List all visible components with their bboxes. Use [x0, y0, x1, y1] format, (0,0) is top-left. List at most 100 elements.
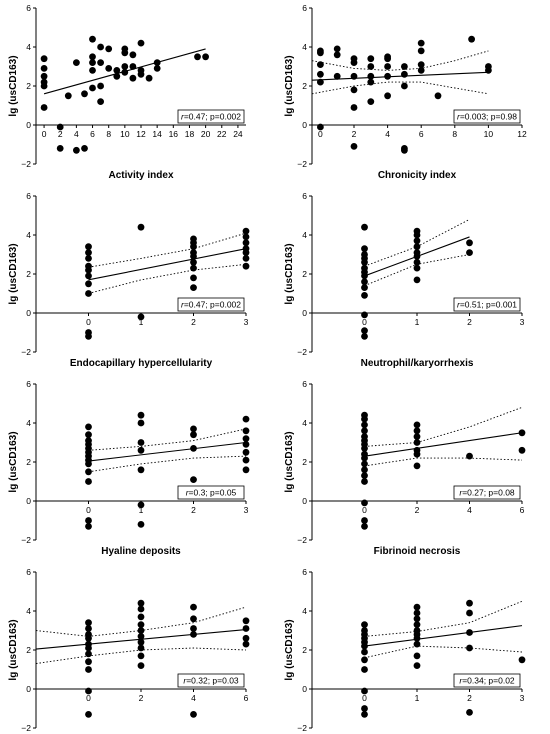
- x-tick-label: 4: [385, 129, 390, 139]
- ci-lower-line: [364, 457, 523, 467]
- data-point: [137, 39, 145, 47]
- data-point: [40, 104, 48, 111]
- regression-line: [88, 248, 247, 281]
- panel-4: −2 0 2 4 6 0 1 2 3r=0.51; p=0.001 lg (usCD163) Neu…: [284, 191, 525, 369]
- x-tick-label: 4: [191, 693, 196, 703]
- x-tick-label: 12: [517, 129, 527, 139]
- data-point: [350, 143, 358, 150]
- y-tick-label: 4: [302, 606, 307, 616]
- data-point: [242, 415, 250, 423]
- data-point: [137, 633, 145, 640]
- data-point: [190, 249, 197, 256]
- data-point: [194, 53, 201, 61]
- data-point: [242, 233, 250, 241]
- data-point: [417, 39, 425, 47]
- data-point: [413, 421, 421, 429]
- data-point: [85, 687, 92, 695]
- x-tick-label: 14: [152, 129, 162, 139]
- data-point: [137, 411, 145, 419]
- y-axis-title: lg (usCD163): [284, 619, 295, 680]
- data-point: [413, 227, 421, 235]
- data-point: [417, 47, 425, 55]
- stat-label: r=0.003; p=0.98: [457, 112, 517, 122]
- stat-box: [177, 297, 245, 312]
- data-point: [401, 145, 408, 152]
- data-point: [85, 619, 92, 627]
- x-tick-label: 20: [201, 129, 211, 139]
- panel-6: −2 0 2 4 6 0 2 4 6 r=0.27; p=0.08 lg (usCD163) Fibr…: [284, 379, 526, 557]
- data-point: [466, 239, 473, 247]
- data-point: [85, 631, 92, 638]
- data-point: [485, 63, 492, 70]
- stat-label: r=0.27; p=0.08: [459, 488, 515, 498]
- data-point: [85, 517, 92, 524]
- data-point: [367, 78, 375, 86]
- data-point: [190, 274, 197, 282]
- x-tick-label: 0: [86, 505, 91, 515]
- data-point: [85, 711, 92, 718]
- data-point: [413, 249, 421, 256]
- stat-label: r=0.47; p=0.002: [181, 300, 241, 310]
- x-tick-label: 3: [244, 317, 249, 327]
- data-point: [190, 476, 197, 483]
- x-tick-label: 2: [191, 505, 196, 515]
- x-tick-label: 0: [318, 129, 323, 139]
- data-point: [153, 65, 161, 72]
- data-point: [81, 90, 88, 98]
- y-axis-title: lg (usCD163): [284, 431, 295, 492]
- data-point: [518, 446, 526, 454]
- data-point: [413, 462, 421, 470]
- y-tick-label: 2: [302, 269, 307, 279]
- y-tick-label: 4: [26, 42, 31, 52]
- data-point: [137, 419, 145, 427]
- data-point: [413, 609, 421, 617]
- data-point: [384, 92, 391, 100]
- x-tick-label: 2: [58, 129, 63, 139]
- data-point: [468, 35, 475, 43]
- y-tick-label: 2: [302, 645, 307, 655]
- y-tick-label: −2: [297, 535, 307, 545]
- x-tick-label: 12: [136, 129, 146, 139]
- data-point: [190, 258, 197, 266]
- data-point: [242, 640, 250, 648]
- stat-label: r=0.47; p=0.002: [181, 112, 241, 122]
- data-point: [85, 625, 92, 632]
- data-point: [367, 63, 375, 70]
- y-axis-title: lg (usCD163): [8, 619, 19, 680]
- x-axis-title: Fibrinoid necrosis: [374, 546, 461, 557]
- x-tick-label: 0: [362, 505, 367, 515]
- data-point: [317, 123, 324, 131]
- data-point: [105, 45, 113, 53]
- ci-upper-line: [311, 50, 489, 71]
- data-point: [361, 627, 368, 634]
- data-point: [56, 123, 64, 131]
- data-point: [81, 145, 88, 152]
- data-point: [97, 98, 104, 105]
- x-tick-label: 8: [452, 129, 457, 139]
- x-tick-label: 10: [120, 129, 130, 139]
- data-point: [137, 501, 145, 509]
- data-point: [361, 466, 368, 474]
- y-tick-label: 0: [26, 684, 31, 694]
- data-point: [361, 223, 368, 231]
- data-point: [56, 145, 64, 152]
- x-tick-label: 22: [217, 129, 227, 139]
- regression-line: [311, 71, 489, 81]
- x-axis-title: Neutrophil/karyorrhexis: [361, 358, 474, 369]
- data-point: [97, 43, 104, 51]
- y-tick-label: −2: [21, 723, 31, 733]
- y-tick-label: 0: [302, 120, 307, 130]
- data-point: [361, 472, 368, 479]
- y-tick-label: 4: [26, 418, 31, 428]
- ci-upper-line: [364, 406, 523, 447]
- y-tick-label: 0: [302, 684, 307, 694]
- data-point: [137, 621, 145, 628]
- x-tick-label: 1: [139, 505, 144, 515]
- y-tick-label: 6: [26, 3, 31, 13]
- panel-2: −2 0 2 4 6 0 2 4 6 8 10 12r=0.003; p=0.98 lg (usCD16…: [284, 3, 527, 181]
- y-tick-label: 0: [302, 308, 307, 318]
- data-point: [137, 605, 145, 613]
- data-point: [242, 634, 250, 642]
